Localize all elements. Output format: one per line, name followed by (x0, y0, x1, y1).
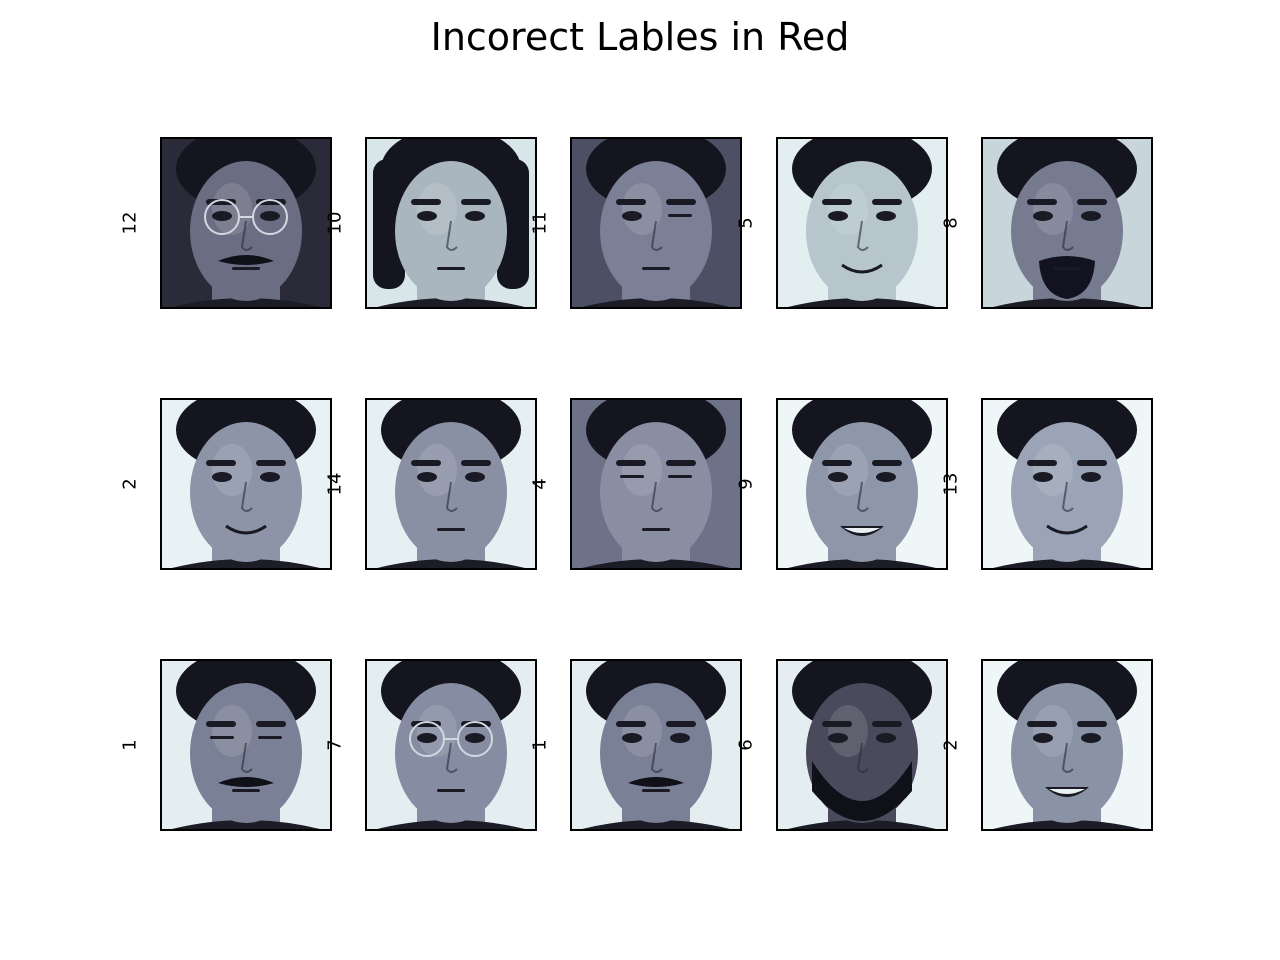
face-image (776, 398, 948, 570)
face-panel: 2 (941, 659, 1153, 831)
face-panel: 13 (941, 398, 1153, 570)
face-panel: 7 (325, 659, 537, 831)
face-label: 11 (524, 137, 556, 309)
face-label-text: 1 (529, 739, 551, 751)
face-label-text: 11 (529, 211, 551, 235)
face-label: 10 (319, 137, 351, 309)
face-label-text: 13 (940, 472, 962, 496)
face-label-text: 4 (529, 478, 551, 490)
face-image (365, 137, 537, 309)
face-image (570, 398, 742, 570)
face-image (981, 398, 1153, 570)
face-image (981, 137, 1153, 309)
face-panel: 6 (736, 659, 948, 831)
face-label: 13 (935, 398, 967, 570)
face-image (981, 659, 1153, 831)
figure-title: Incorect Lables in Red (430, 15, 850, 59)
face-label: 6 (730, 659, 762, 831)
face-label-text: 8 (940, 217, 962, 229)
face-label-text: 7 (324, 739, 346, 751)
face-panel: 1 (120, 659, 332, 831)
face-label: 1 (524, 659, 556, 831)
face-label-text: 1 (119, 739, 141, 751)
face-panel: 2 (120, 398, 332, 570)
face-label: 9 (730, 398, 762, 570)
face-label-text: 5 (735, 217, 757, 229)
face-label-text: 12 (119, 211, 141, 235)
face-image (776, 137, 948, 309)
face-label: 2 (935, 659, 967, 831)
face-image (160, 398, 332, 570)
face-image (160, 137, 332, 309)
face-label: 4 (524, 398, 556, 570)
face-label-text: 6 (735, 739, 757, 751)
face-panel: 12 (120, 137, 332, 309)
face-panel: 11 (530, 137, 742, 309)
face-label: 7 (319, 659, 351, 831)
face-label-text: 14 (324, 472, 346, 496)
face-panel: 5 (736, 137, 948, 309)
face-label: 2 (114, 398, 146, 570)
face-image (776, 659, 948, 831)
face-panel: 14 (325, 398, 537, 570)
face-panel: 9 (736, 398, 948, 570)
face-label: 14 (319, 398, 351, 570)
face-image (160, 659, 332, 831)
face-image (570, 137, 742, 309)
face-label: 5 (730, 137, 762, 309)
face-panel: 4 (530, 398, 742, 570)
face-label-text: 9 (735, 478, 757, 490)
face-image (365, 398, 537, 570)
face-panel: 10 (325, 137, 537, 309)
face-label: 1 (114, 659, 146, 831)
face-label: 12 (114, 137, 146, 309)
face-panel: 1 (530, 659, 742, 831)
face-image (365, 659, 537, 831)
face-image (570, 659, 742, 831)
face-label: 8 (935, 137, 967, 309)
face-label-text: 10 (324, 211, 346, 235)
face-label-text: 2 (940, 739, 962, 751)
face-label-text: 2 (119, 478, 141, 490)
face-panel: 8 (941, 137, 1153, 309)
